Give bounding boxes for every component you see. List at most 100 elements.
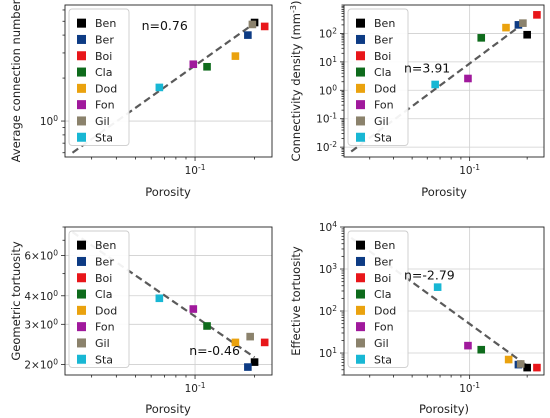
data-point-ben — [523, 30, 531, 39]
legend-marker-ben — [77, 18, 86, 28]
data-point-fon — [464, 74, 472, 83]
y-tick-label: 2×100 — [24, 357, 58, 372]
legend-marker-gil — [356, 116, 365, 126]
legend-marker-cla — [77, 289, 86, 299]
legend-marker-sta — [356, 354, 365, 364]
x-axis-label: Porosity — [145, 402, 191, 416]
x-axis-label: Porosity — [421, 185, 467, 199]
legend-label-ben: Ben — [374, 17, 395, 30]
legend-label-cla: Cla — [95, 66, 112, 79]
slope-annotation: n=3.91 — [404, 60, 450, 75]
data-point-dod — [502, 23, 510, 32]
data-point-fon — [189, 60, 198, 69]
data-point-sta — [431, 80, 439, 89]
legend-label-gil: Gil — [374, 337, 389, 350]
data-point-boi — [260, 22, 269, 31]
data-point-gil — [246, 332, 254, 341]
data-point-sta — [155, 83, 164, 92]
y-axis-label: Effective tortuosity — [289, 246, 303, 356]
y-tick-label: 100 — [40, 114, 58, 128]
data-point-ber — [514, 21, 523, 29]
legend-marker-boi — [77, 51, 86, 61]
legend-marker-boi — [77, 273, 86, 283]
legend-label-cla: Cla — [95, 288, 112, 301]
data-point-dod — [504, 355, 513, 364]
plot-frame — [64, 226, 273, 376]
legend-marker-boi — [356, 51, 365, 61]
data-point-cla — [477, 345, 486, 354]
y-tick-label: 10-1 — [316, 111, 337, 126]
plot-frame — [64, 4, 273, 158]
legend-label-dod: Dod — [374, 304, 396, 317]
legend-label-gil: Gil — [374, 115, 389, 128]
data-point-cla — [203, 62, 211, 71]
y-tick-label: 4×100 — [24, 288, 58, 303]
legend-label-sta: Sta — [374, 353, 392, 366]
x-tick-label: 10-1 — [459, 163, 480, 178]
data-point-boi — [260, 338, 269, 347]
x-tick-label: 10-1 — [185, 381, 206, 396]
legend-marker-dod — [356, 305, 365, 315]
legend-label-boi: Boi — [374, 50, 391, 63]
legend-marker-sta — [356, 132, 365, 142]
y-axis-label: Geometric tortuosity — [9, 241, 23, 361]
legend-marker-fon — [77, 322, 86, 332]
data-point-cla — [477, 34, 486, 42]
y-tick-label: 10-2 — [316, 140, 337, 155]
data-point-boi — [533, 11, 541, 19]
legend-label-dod: Dod — [95, 82, 117, 95]
legend-label-gil: Gil — [95, 115, 110, 128]
legend-label-ben: Ben — [374, 239, 395, 252]
legend-marker-ben — [356, 240, 365, 250]
plot-frame — [343, 4, 545, 158]
legend-marker-gil — [77, 116, 86, 126]
legend-label-ber: Ber — [374, 33, 393, 46]
legend-label-boi: Boi — [95, 50, 112, 63]
legend-label-sta: Sta — [95, 353, 113, 366]
y-tick-label: 101 — [319, 54, 337, 69]
legend-marker-sta — [77, 132, 86, 142]
legend-label-ber: Ber — [374, 255, 393, 268]
legend-label-fon: Fon — [95, 321, 115, 334]
data-point-ben — [250, 358, 259, 366]
y-axis-label: Average connection number — [9, 0, 23, 162]
legend-label-boi: Boi — [95, 272, 112, 285]
data-point-boi — [533, 363, 541, 372]
y-tick-label: 3×100 — [24, 317, 58, 332]
legend-label-ben: Ben — [95, 17, 116, 30]
legend-marker-ber — [356, 34, 365, 44]
y-tick-label: 100 — [319, 83, 337, 98]
legend-marker-dod — [77, 83, 86, 93]
legend-marker-cla — [77, 67, 86, 77]
legend-marker-fon — [77, 100, 86, 110]
legend-marker-dod — [77, 305, 86, 315]
legend-marker-ber — [77, 34, 86, 44]
legend-marker-ber — [356, 256, 365, 266]
legend-marker-sta — [77, 354, 86, 364]
data-point-gil — [519, 19, 527, 27]
x-tick-label: 10-1 — [185, 163, 206, 178]
data-point-dod — [231, 52, 240, 60]
legend-marker-fon — [356, 100, 365, 110]
y-axis-label: Connectivity density (mm-3) — [289, 1, 304, 162]
legend-marker-gil — [356, 338, 365, 348]
slope-annotation: n=0.76 — [142, 18, 188, 33]
y-tick-label: 101 — [319, 346, 337, 361]
x-tick-label: 10-1 — [459, 381, 480, 396]
chart-panel-1: Ben Ber Boi Cla Dod Fon Gil Sta n=0.76 10-1 100 Por… — [9, 0, 273, 199]
y-tick-label: 102 — [319, 26, 337, 41]
legend-label-cla: Cla — [374, 66, 391, 79]
legend-marker-gil — [77, 338, 86, 348]
legend-marker-dod — [356, 83, 365, 93]
legend-marker-fon — [356, 322, 365, 332]
plot-frame — [343, 226, 545, 376]
legend-label-sta: Sta — [374, 131, 392, 144]
data-point-fon — [464, 341, 472, 350]
legend-label-sta: Sta — [95, 131, 113, 144]
legend-marker-cla — [356, 67, 365, 77]
x-axis-label: Porosity — [145, 185, 191, 199]
data-point-gil — [248, 20, 257, 29]
slope-annotation: n=-2.79 — [404, 267, 455, 282]
data-point-ber — [244, 363, 252, 371]
